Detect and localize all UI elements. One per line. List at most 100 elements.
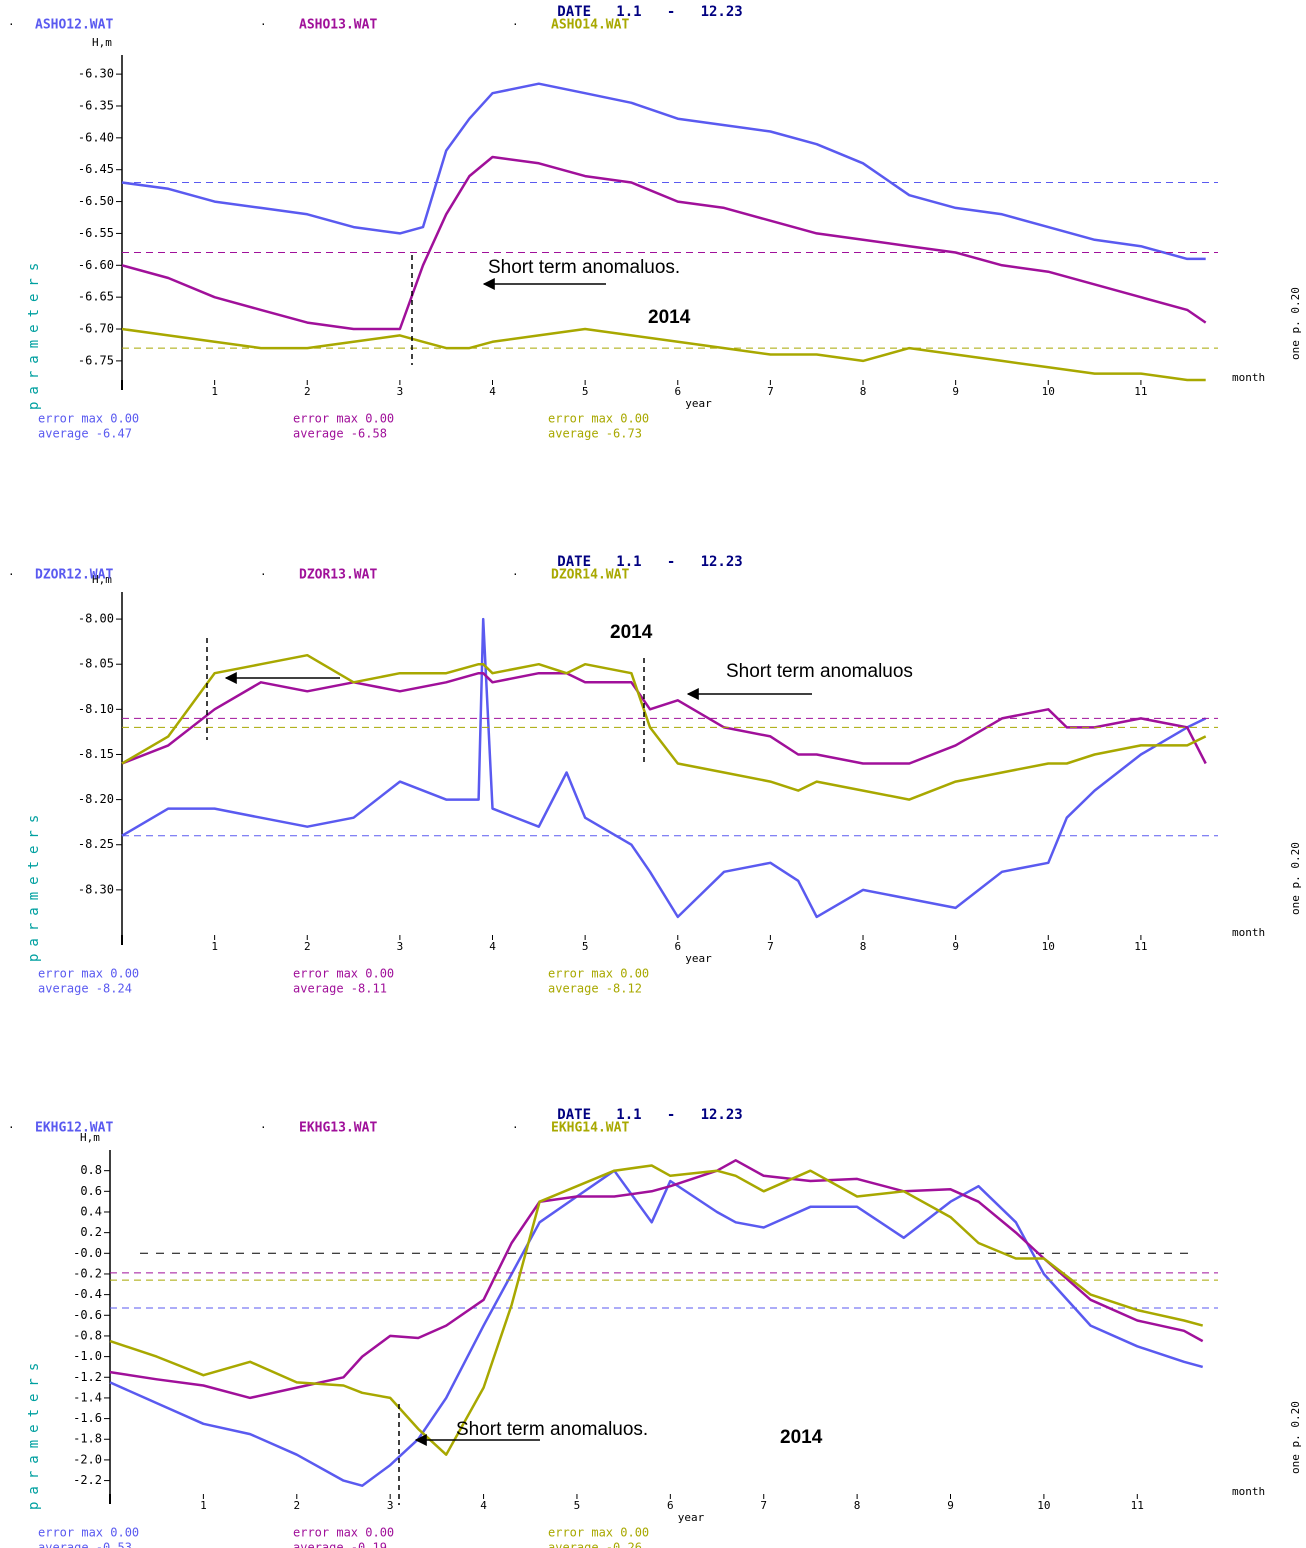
- y-tick-label: -6.50: [78, 194, 114, 208]
- series-line: [121, 327, 1206, 382]
- series-line: [109, 1169, 1204, 1487]
- y-tick-label: -8.15: [78, 747, 114, 761]
- right-label: one p. 0.20: [1289, 287, 1302, 360]
- average-text: average -0.53: [38, 1541, 132, 1548]
- y-tick-label: 0.6: [80, 1184, 102, 1198]
- y-tick-label: -6.30: [78, 67, 114, 81]
- y-tick-label: -1.8: [73, 1432, 102, 1446]
- error-text: error max 0.00: [38, 967, 139, 981]
- y-tick-label: -2.2: [73, 1473, 102, 1487]
- y-tick-label: -0.4: [73, 1287, 102, 1301]
- y-axis-label: H,m: [92, 36, 112, 49]
- x-tick-label: 10: [1042, 940, 1055, 953]
- x-tick-label: 3: [397, 940, 404, 953]
- legend-entry: EKHG13.WAT: [299, 1121, 377, 1136]
- x-tick-label: 1: [200, 1499, 207, 1512]
- average-text: average -8.24: [38, 982, 132, 996]
- series-marker: ·: [512, 18, 519, 31]
- y-tick-label: -6.55: [78, 226, 114, 240]
- right-label: one p. 0.20: [1289, 842, 1302, 915]
- annotation: Short term anomaluos.: [456, 1419, 648, 1440]
- y-axis-label: H,m: [92, 573, 112, 586]
- x-tick-label: 6: [667, 1499, 674, 1512]
- error-text: error max 0.00: [38, 1526, 139, 1540]
- legend-entry: EKHG12.WAT: [35, 1121, 113, 1136]
- x-tick-label: 7: [767, 385, 774, 398]
- x-tick-label: 7: [767, 940, 774, 953]
- x-tick-label: 5: [582, 385, 589, 398]
- annotation: Short term anomaluos: [726, 661, 913, 682]
- y-tick-label: -6.70: [78, 322, 114, 336]
- month-label: month: [1232, 926, 1265, 939]
- month-label: month: [1232, 1485, 1265, 1498]
- series-marker: ·: [512, 568, 519, 581]
- y-tick-label: -0.2: [73, 1266, 102, 1280]
- y-tick-label: -1.6: [73, 1411, 102, 1425]
- x-tick-label: 9: [947, 1499, 954, 1512]
- series-marker: ·: [8, 18, 15, 31]
- y-tick-label: -6.75: [78, 353, 114, 367]
- error-text: error max 0.00: [38, 412, 139, 426]
- error-text: error max 0.00: [293, 1526, 394, 1540]
- error-text: error max 0.00: [548, 967, 649, 981]
- annotation: 2014: [780, 1427, 823, 1448]
- average-text: average -0.19: [293, 1541, 387, 1548]
- x-tick-label: 11: [1134, 940, 1147, 953]
- average-text: average -6.47: [38, 427, 132, 441]
- y-tick-label: -0.0: [73, 1246, 102, 1260]
- legend-entry: EKHG14.WAT: [551, 1121, 629, 1136]
- side-label: parameters: [26, 808, 42, 962]
- x-tick-label: 9: [952, 940, 959, 953]
- average-text: average -6.58: [293, 427, 387, 441]
- x-tick-label: 10: [1042, 385, 1055, 398]
- chart-title: DATE 1.1 - 12.23: [557, 554, 742, 570]
- x-tick-label: 4: [489, 940, 496, 953]
- x-tick-label: 3: [387, 1499, 394, 1512]
- x-tick-label: 1: [211, 385, 218, 398]
- side-label: parameters: [26, 256, 42, 410]
- annotation: Short term anomaluos.: [488, 257, 680, 278]
- x-tick-label: 5: [582, 940, 589, 953]
- error-text: error max 0.00: [293, 967, 394, 981]
- average-text: average -0.26: [548, 1541, 642, 1548]
- y-tick-label: -2.0: [73, 1452, 102, 1466]
- y-tick-label: -8.20: [78, 792, 114, 806]
- x-axis-label: year: [685, 397, 712, 410]
- legend-entry: DZOR14.WAT: [551, 568, 629, 583]
- x-tick-label: 3: [397, 385, 404, 398]
- x-tick-label: 4: [489, 385, 496, 398]
- y-tick-label: -1.2: [73, 1370, 102, 1384]
- annotation: 2014: [610, 622, 653, 643]
- error-text: error max 0.00: [548, 1526, 649, 1540]
- y-tick-label: -6.65: [78, 290, 114, 304]
- y-tick-label: -0.8: [73, 1328, 102, 1342]
- y-tick-label: 0.4: [80, 1204, 102, 1218]
- average-text: average -8.11: [293, 982, 387, 996]
- x-tick-label: 6: [674, 385, 681, 398]
- legend-entry: ASHO13.WAT: [299, 18, 377, 33]
- x-axis-label: year: [678, 1511, 705, 1524]
- x-tick-label: 5: [574, 1499, 581, 1512]
- series-marker: ·: [8, 1121, 15, 1134]
- chart: DATE 1.1 - 12.23 H,m year month one p. 0.20 p…: [8, 554, 1302, 996]
- x-tick-label: 6: [674, 940, 681, 953]
- x-axis-label: year: [685, 952, 712, 965]
- x-tick-label: 11: [1134, 385, 1147, 398]
- legend-entry: DZOR12.WAT: [35, 568, 113, 583]
- series-line: [109, 1159, 1204, 1400]
- series-marker: ·: [8, 568, 15, 581]
- y-tick-label: -6.40: [78, 130, 114, 144]
- series-line: [121, 653, 1207, 801]
- y-tick-label: -8.30: [78, 882, 114, 896]
- series-line: [121, 82, 1206, 261]
- series-line: [121, 155, 1207, 331]
- x-tick-label: 4: [480, 1499, 487, 1512]
- x-tick-label: 2: [293, 1499, 300, 1512]
- chart: DATE 1.1 - 12.23 H,m year month one p. 0.20 p…: [8, 4, 1302, 441]
- legend-entry: ASHO14.WAT: [551, 18, 629, 33]
- y-tick-label: -8.00: [78, 612, 114, 626]
- legend-entry: DZOR13.WAT: [299, 568, 377, 583]
- chart-title: DATE 1.1 - 12.23: [557, 1107, 742, 1123]
- y-tick-label: -6.60: [78, 258, 114, 272]
